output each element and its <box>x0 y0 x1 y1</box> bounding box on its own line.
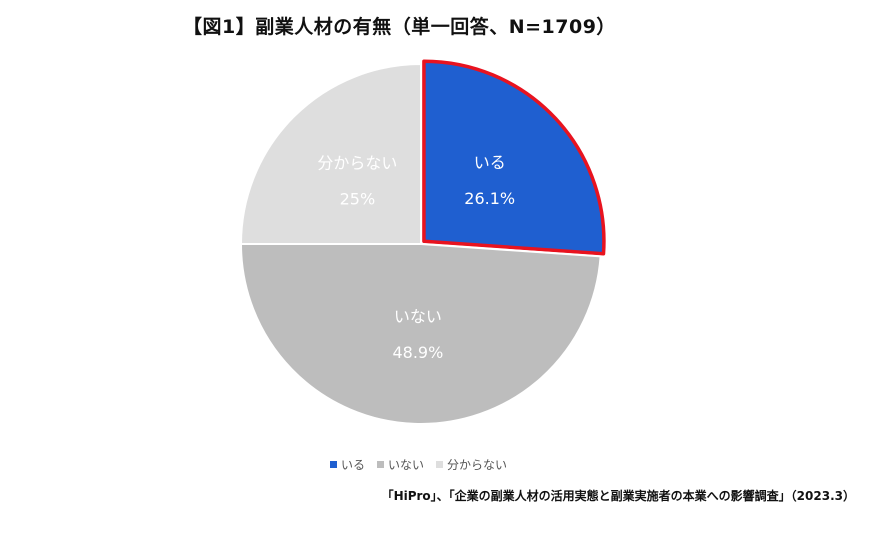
slice-inai-value-label: 48.9% <box>392 343 443 362</box>
slice-iru-category-label: いる <box>474 153 506 172</box>
legend: いる いない 分からない <box>330 456 507 473</box>
legend-label-iru: いる <box>341 458 366 472</box>
slice-iru-value-label: 26.1% <box>464 189 515 208</box>
slice-wakaranai <box>239 62 422 245</box>
legend-label-inai: いない <box>388 458 425 472</box>
slice-wakaranai-category-label: 分からない <box>317 153 397 172</box>
slice-inai-category-label: いない <box>394 307 442 326</box>
legend-swatch-inai <box>377 461 385 468</box>
slice-iru <box>422 59 606 256</box>
legend-label-wakaranai: 分からない <box>447 458 508 472</box>
slice-inai <box>239 243 602 425</box>
legend-item-inai: いない <box>377 456 424 473</box>
slice-wakaranai-value-label: 25% <box>340 189 376 208</box>
legend-swatch-iru <box>330 461 337 468</box>
legend-item-wakaranai: 分からない <box>436 456 507 473</box>
chart-title: 【図1】副業人材の有無（単一回答、N=1709） <box>183 16 616 38</box>
source-note: 「HiPro」、「企業の副業人材の活用実態と副業実施者の本業への影響調査」（20… <box>381 489 855 503</box>
legend-item-iru: いる <box>330 456 365 473</box>
legend-swatch-wakaranai <box>436 461 444 468</box>
